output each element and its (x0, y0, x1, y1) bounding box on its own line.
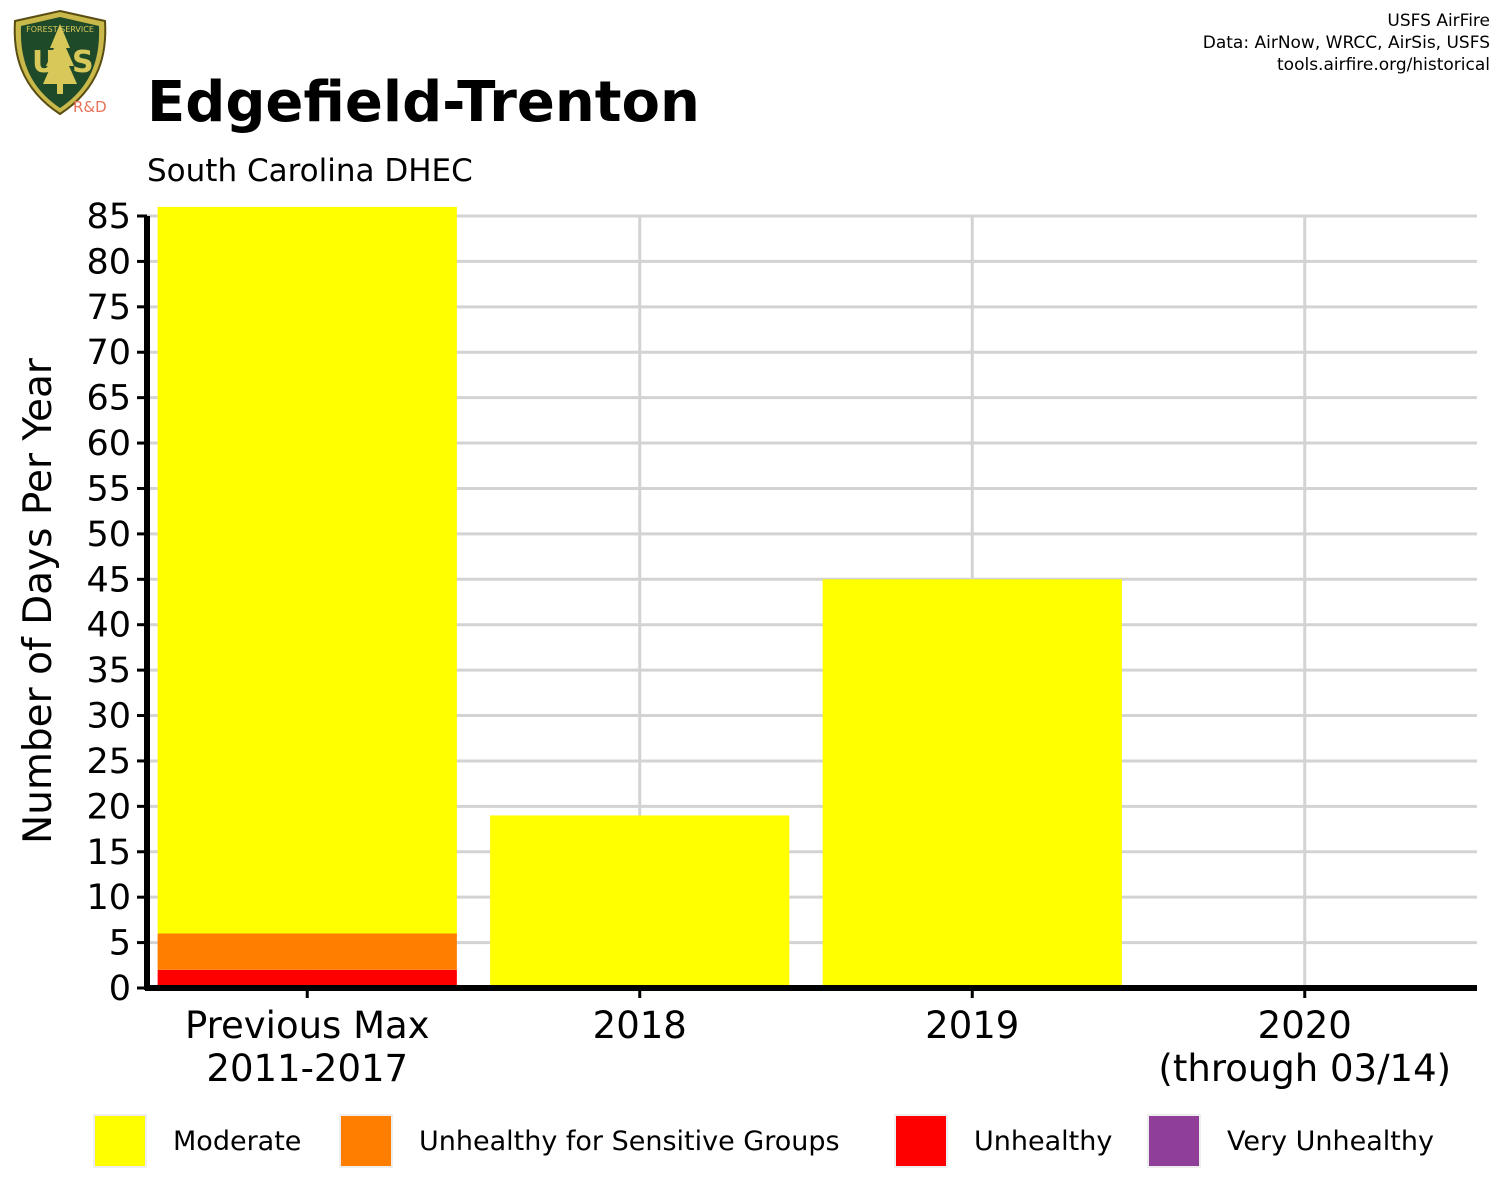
y-tick-label: 20 (86, 787, 131, 827)
credit-line: tools.airfire.org/historical (1277, 55, 1490, 75)
legend-label: Unhealthy for Sensitive Groups (419, 1125, 840, 1157)
y-tick-label: 70 (86, 333, 131, 373)
bar-segment (490, 815, 790, 988)
svg-text:S: S (72, 45, 94, 80)
legend-item-unhealthy: Unhealthy (894, 1112, 1112, 1170)
credits: USFS AirFire Data: AirNow, WRCC, AirSis,… (1203, 10, 1490, 76)
logo-tag: R&D (73, 98, 107, 116)
bar-segment (822, 579, 1122, 988)
legend-label: Unhealthy (974, 1125, 1113, 1157)
y-axis-label: Number of Days Per Year (16, 357, 61, 844)
y-tick-label: 35 (86, 651, 131, 691)
legend: Moderate Unhealthy for Sensitive Groups … (0, 1112, 1500, 1170)
y-tick-label: 85 (86, 197, 131, 237)
bar-segment (157, 969, 457, 988)
legend-item-usg: Unhealthy for Sensitive Groups (339, 1112, 840, 1170)
legend-label: Moderate (173, 1125, 302, 1157)
x-tick-label: 2011-2017 (206, 1047, 408, 1090)
y-tick-label: 15 (86, 833, 131, 873)
bar-segment (157, 933, 457, 970)
credit-line: Data: AirNow, WRCC, AirSis, USFS (1202, 33, 1490, 53)
y-tick-label: 55 (86, 469, 131, 509)
page-subtitle: South Carolina DHEC (147, 153, 473, 189)
x-tick-label: Previous Max (185, 1004, 430, 1047)
y-tick-label: 45 (86, 560, 131, 600)
credit-line: USFS AirFire (1387, 11, 1490, 31)
legend-swatch-moderate (93, 1114, 147, 1168)
y-tick-label: 30 (86, 697, 131, 737)
y-tick-label: 40 (86, 606, 131, 646)
usfs-logo: U S FOREST SERVICE R&D (8, 8, 112, 118)
bars (157, 206, 1122, 988)
x-tick-label: 2018 (593, 1004, 687, 1047)
page-title: Edgefield-Trenton (147, 70, 700, 135)
axes (144, 216, 1477, 991)
y-tick-label: 65 (86, 379, 131, 419)
svg-text:U: U (32, 45, 56, 80)
bar-segment (157, 206, 457, 934)
legend-swatch-very-unhealthy (1147, 1114, 1201, 1168)
y-tick-label: 25 (86, 742, 131, 782)
legend-item-very-unhealthy: Very Unhealthy (1147, 1112, 1434, 1170)
legend-label: Very Unhealthy (1227, 1125, 1434, 1157)
y-tick-label: 50 (86, 515, 131, 555)
x-tick-label: 2019 (925, 1004, 1019, 1047)
legend-swatch-usg (339, 1114, 393, 1168)
y-tick-label: 60 (86, 424, 131, 464)
y-tick-label: 5 (109, 924, 131, 964)
legend-item-moderate: Moderate (93, 1112, 301, 1170)
y-tick-label: 10 (86, 878, 131, 918)
logo-top-text: FOREST SERVICE (26, 25, 94, 34)
y-axis-ticks: 0 5 10 15 20 25 30 35 40 45 50 55 60 65 70 75 80 85 (86, 197, 147, 1009)
y-tick-label: 80 (86, 242, 131, 282)
x-tick-label: (through 03/14) (1158, 1047, 1451, 1090)
x-tick-label: 2020 (1258, 1004, 1352, 1047)
y-tick-label: 75 (86, 288, 131, 328)
legend-swatch-unhealthy (894, 1114, 948, 1168)
y-tick-label: 0 (109, 969, 131, 1009)
